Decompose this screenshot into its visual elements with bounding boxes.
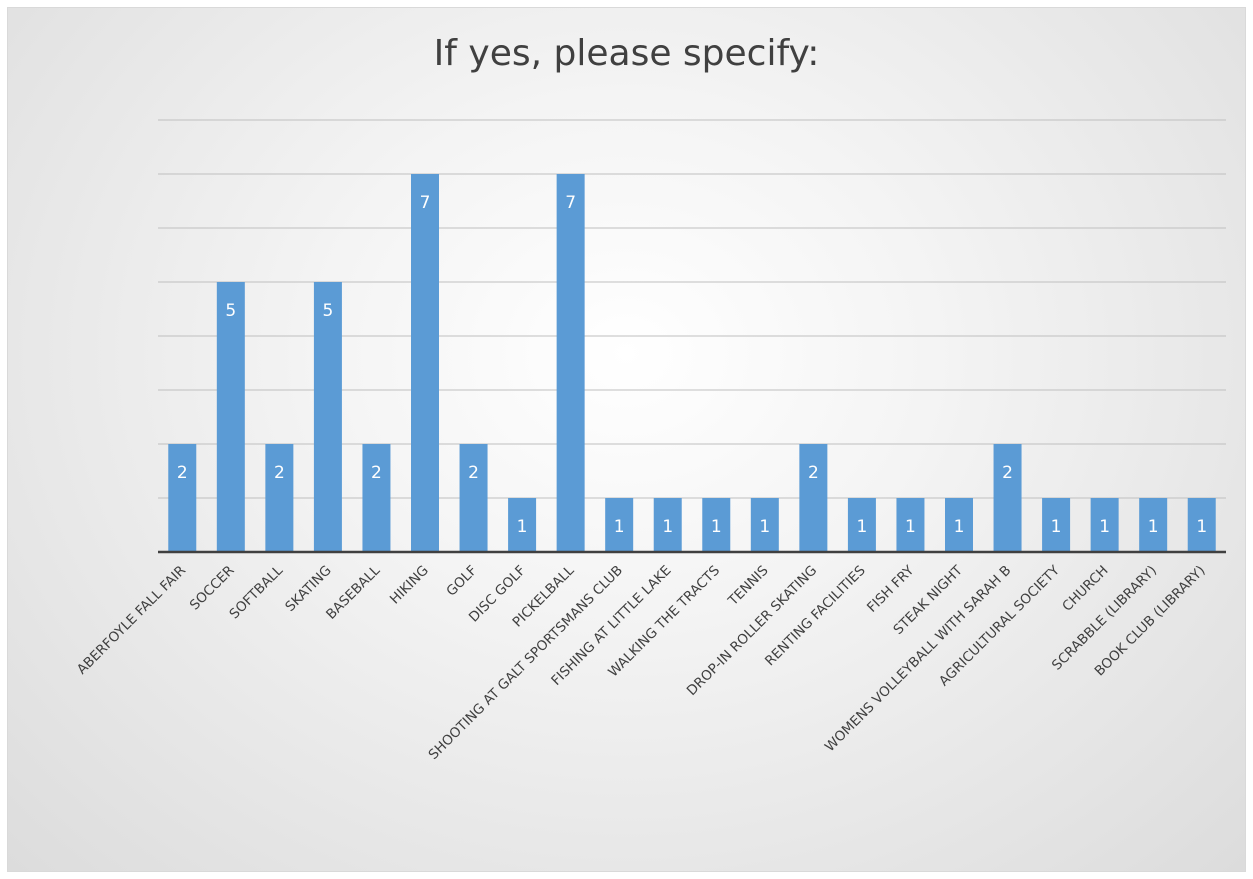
data-label: 2 bbox=[468, 463, 479, 483]
bar bbox=[1187, 498, 1216, 552]
category-label: HIKING bbox=[387, 563, 432, 608]
data-label: 1 bbox=[759, 517, 770, 537]
bar bbox=[605, 498, 634, 552]
data-label: 1 bbox=[1051, 517, 1062, 537]
data-label: 5 bbox=[322, 301, 333, 321]
category-label: GOLF bbox=[443, 563, 480, 600]
data-label: 1 bbox=[662, 517, 673, 537]
data-label: 1 bbox=[517, 517, 528, 537]
data-label: 1 bbox=[905, 517, 916, 537]
chart-area bbox=[7, 7, 1246, 872]
category-label: SOFTBALL bbox=[226, 562, 286, 622]
bar bbox=[702, 498, 731, 552]
bar bbox=[750, 498, 779, 552]
data-label: 7 bbox=[420, 193, 431, 213]
data-label: 2 bbox=[371, 463, 382, 483]
bar bbox=[1042, 498, 1071, 552]
data-label: 1 bbox=[954, 517, 965, 537]
category-label: SOCCER bbox=[187, 563, 238, 614]
bar bbox=[216, 282, 245, 552]
bar bbox=[799, 444, 828, 552]
data-label: 1 bbox=[856, 517, 867, 537]
bar bbox=[847, 498, 876, 552]
bar bbox=[411, 174, 439, 552]
bar bbox=[945, 498, 973, 552]
bar bbox=[362, 444, 391, 552]
data-label: 1 bbox=[711, 517, 722, 537]
bar bbox=[313, 282, 342, 552]
chart-title: If yes, please specify: bbox=[433, 33, 820, 74]
category-labels: ABERFOYLE FALL FAIRSOCCERSOFTBALLSKATING… bbox=[74, 562, 1209, 763]
data-label: 2 bbox=[808, 463, 819, 483]
bar bbox=[993, 444, 1022, 552]
bar bbox=[556, 174, 585, 552]
bar bbox=[653, 498, 682, 552]
category-label: TENNIS bbox=[725, 563, 772, 610]
data-label: 1 bbox=[614, 517, 625, 537]
data-label: 2 bbox=[1002, 463, 1013, 483]
data-label: 2 bbox=[177, 463, 188, 483]
bar bbox=[508, 498, 537, 552]
data-label: 1 bbox=[1148, 517, 1159, 537]
data-label: 1 bbox=[1099, 517, 1110, 537]
data-label: 1 bbox=[1196, 517, 1207, 537]
data-label: 7 bbox=[565, 193, 576, 213]
bars bbox=[168, 174, 1216, 552]
bar bbox=[459, 444, 488, 552]
data-label: 2 bbox=[274, 463, 285, 483]
bar bbox=[168, 444, 197, 552]
bar bbox=[265, 444, 294, 552]
category-label: ABERFOYLE FALL FAIR bbox=[74, 563, 189, 678]
bar bbox=[896, 498, 925, 552]
bar bbox=[1139, 498, 1168, 552]
data-label: 5 bbox=[225, 301, 236, 321]
bar bbox=[1090, 498, 1119, 552]
data-labels: 2 5 2 5 2 7 2 1 7 1 1 1 1 2 1 1 1 2 1 1 1 1 bbox=[177, 193, 1207, 537]
